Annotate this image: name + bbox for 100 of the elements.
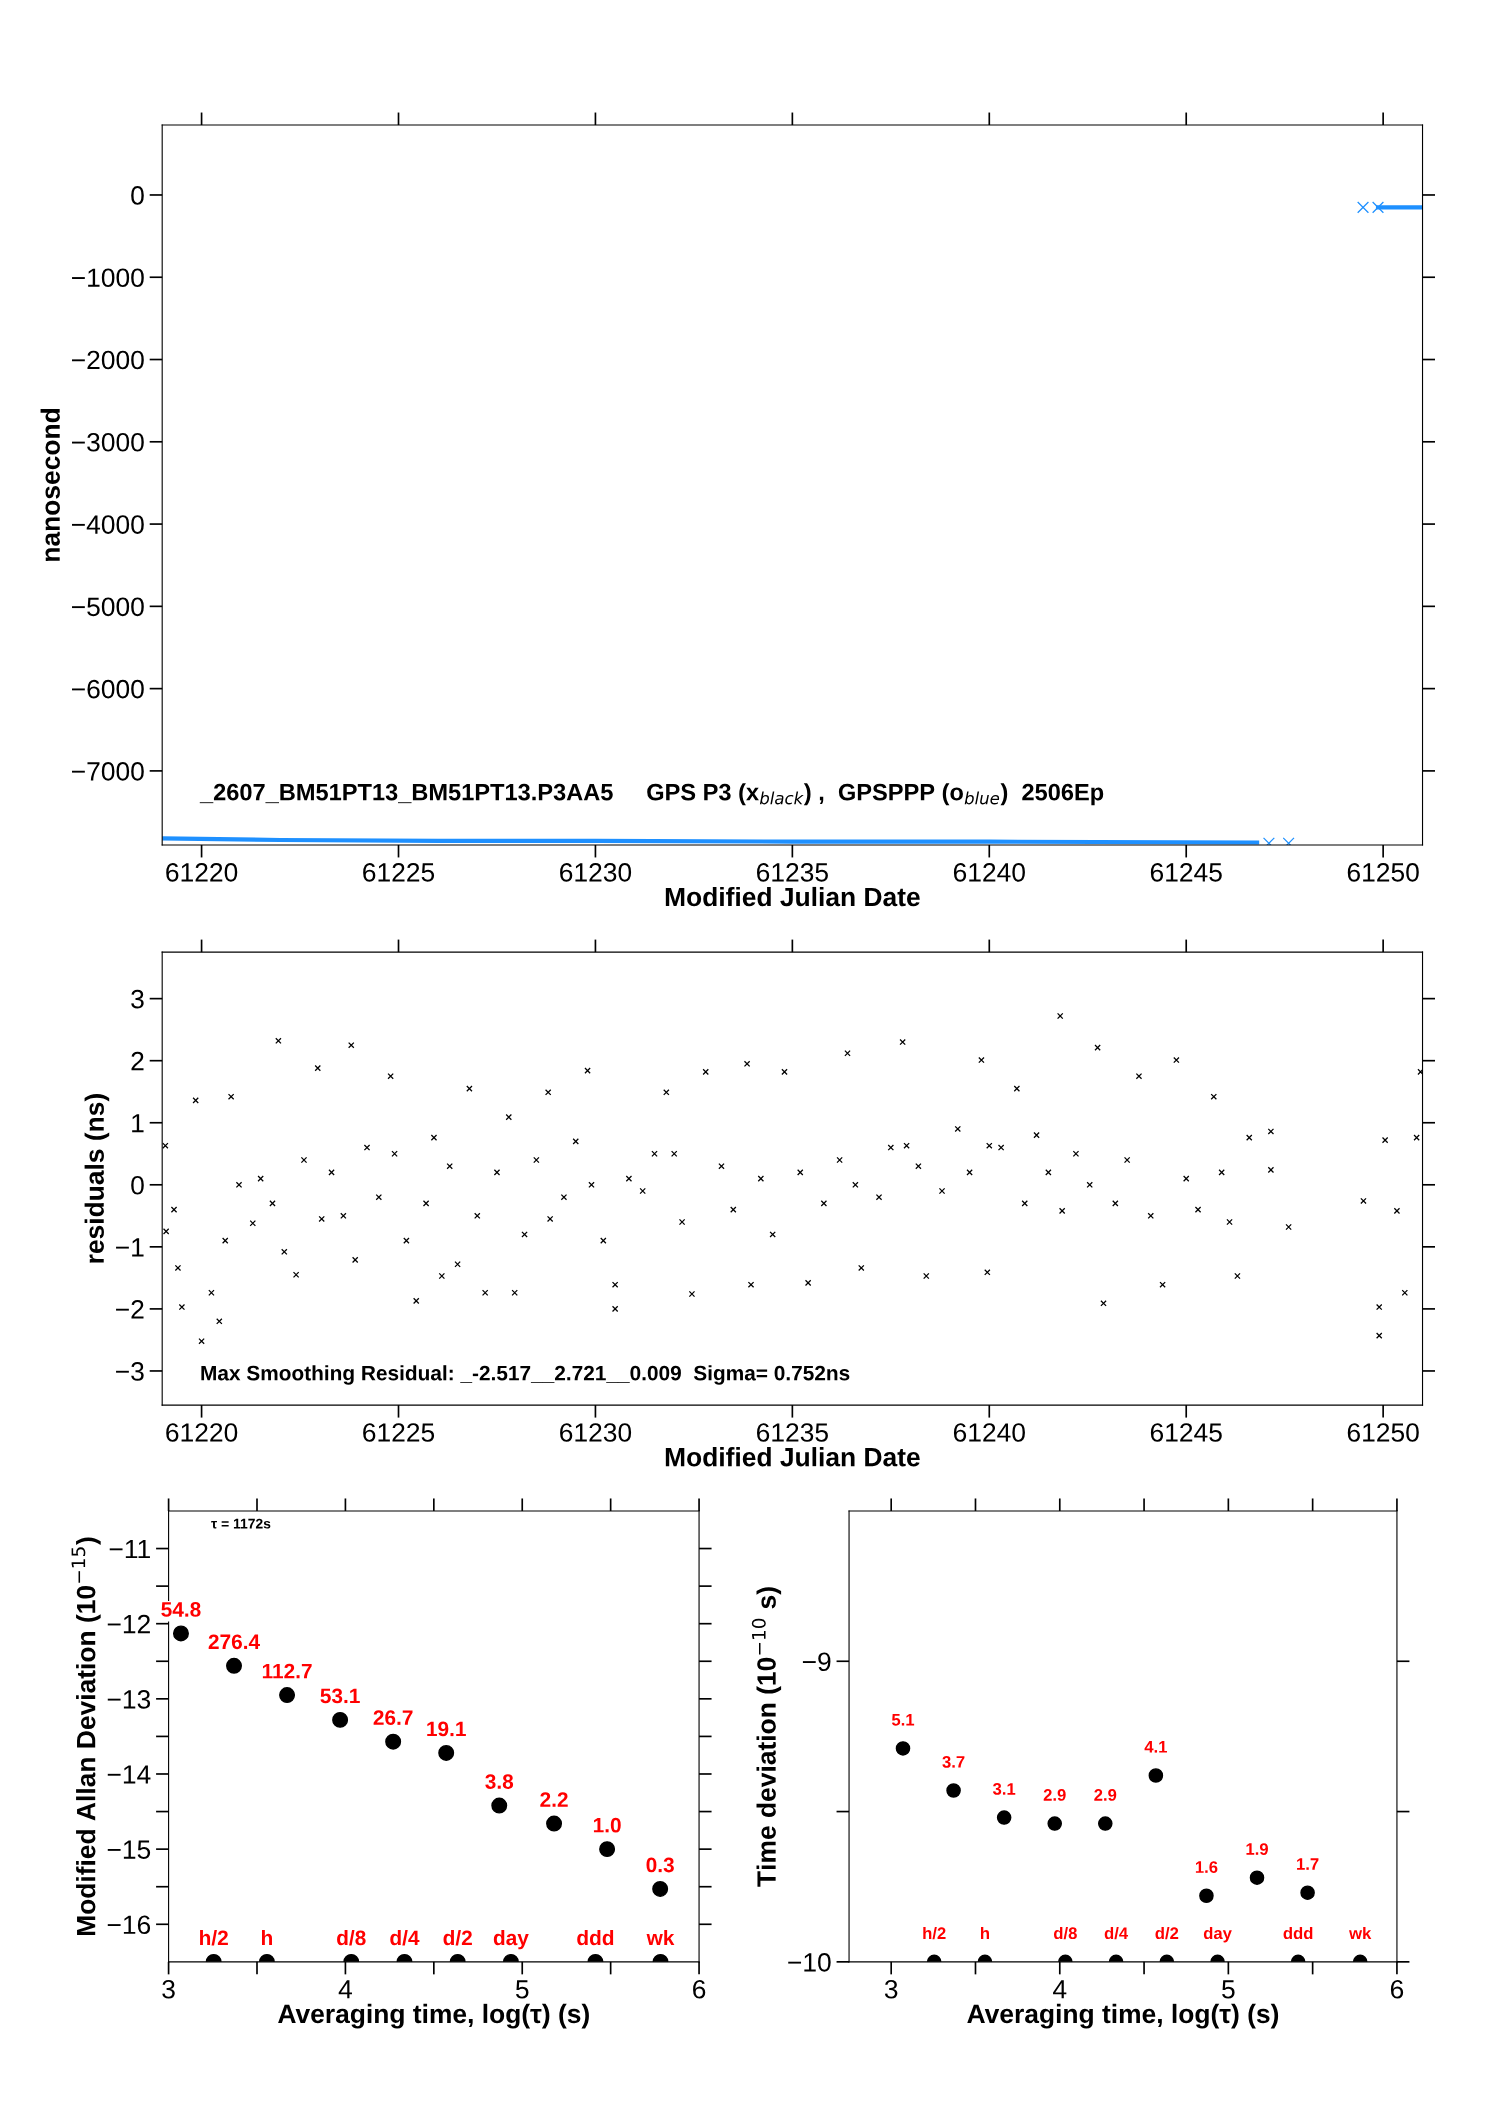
annotation: day xyxy=(493,1929,529,1950)
y-tick-label: −1 xyxy=(116,1238,144,1257)
annotation: 3.7 xyxy=(942,1755,965,1768)
y-tick-label: 3 xyxy=(131,989,144,1009)
x-tick-label: 5 xyxy=(515,1980,529,1999)
annotation: wk xyxy=(1349,1926,1372,1939)
annotation: Max Smoothing Residual: _-2.517__2.721__0.009 Sigma= 0.752ns xyxy=(201,1365,850,1385)
y-tick-label: −15 xyxy=(107,1840,151,1859)
x-axis-title: Averaging time, log(τ) (s) xyxy=(278,2003,589,2029)
annotation: h xyxy=(981,1926,989,1939)
y-tick-label: −7000 xyxy=(72,762,144,781)
point xyxy=(226,1657,242,1674)
x-tick-label: 61245 xyxy=(1150,1423,1222,1442)
x-tick-label: 61230 xyxy=(560,1423,632,1442)
annotation: day xyxy=(1203,1926,1232,1943)
x-tick-label: 61250 xyxy=(1347,1423,1419,1442)
x-axis-title: Averaging time, log(τ) (s) xyxy=(967,2003,1279,2029)
annotation: 2.9 xyxy=(1043,1789,1066,1801)
annotation: 2.9 xyxy=(1094,1789,1117,1801)
y-tick-label: −13 xyxy=(107,1689,151,1709)
y-tick-label: −2 xyxy=(116,1300,144,1319)
x-tick-label: 6 xyxy=(693,1979,706,1999)
x-axis-title: Modified Julian Date xyxy=(665,886,920,907)
point xyxy=(491,1797,508,1814)
point xyxy=(385,1733,402,1750)
annotation: 1.9 xyxy=(1246,1843,1268,1855)
y-tick-label: −5000 xyxy=(72,597,144,617)
annotation: ddd xyxy=(577,1929,614,1946)
y-tick-label: −10 xyxy=(788,1952,831,1972)
x-tick-label: 3 xyxy=(884,1979,898,1999)
x-tick-label: 61250 xyxy=(1347,863,1419,882)
point xyxy=(946,1783,961,1798)
x-tick-label: 5 xyxy=(1222,1980,1235,1999)
x-tick-label: 61240 xyxy=(953,863,1025,882)
y-tick-label: −12 xyxy=(107,1614,150,1634)
annotation: _2607_BM51PT13_BM51PT13.P3AA5 GPS P3 (x$_{black}$) , GPSPPP (o$_{blue}$) 2506Ep xyxy=(199,783,1104,806)
annotation: 3.1 xyxy=(992,1783,1016,1795)
annotation: 2.2 xyxy=(540,1792,568,1807)
point xyxy=(172,1625,189,1642)
y-tick-label: −9 xyxy=(802,1652,831,1672)
annotation: 1.6 xyxy=(1195,1861,1218,1873)
x-tick-label: 61225 xyxy=(363,1423,435,1442)
point xyxy=(996,1810,1012,1825)
y-tick-label: −4000 xyxy=(72,515,144,534)
y-tick-label: −11 xyxy=(109,1539,150,1559)
annotation: d/4 xyxy=(390,1929,420,1946)
point xyxy=(279,1687,296,1704)
y-tick-label: −14 xyxy=(107,1765,151,1784)
y-tick-label: 1 xyxy=(132,1114,144,1133)
annotation: 112.7 xyxy=(262,1663,312,1679)
annotation: h/2 xyxy=(923,1926,946,1940)
x-axis-title: Modified Julian Date xyxy=(665,1447,920,1467)
point xyxy=(1249,1870,1265,1885)
annotation: 3.8 xyxy=(485,1774,514,1789)
y-tick-label: −6000 xyxy=(72,679,144,699)
y-tick-label: 2 xyxy=(131,1051,144,1071)
annotation: d/2 xyxy=(443,1929,472,1946)
y-tick-label: −3000 xyxy=(72,432,144,452)
annotation: d/8 xyxy=(1053,1926,1077,1940)
point xyxy=(1098,1816,1113,1831)
x-tick-label: 61245 xyxy=(1150,863,1222,882)
annotation: ddd xyxy=(1283,1926,1313,1940)
annotation: 5.1 xyxy=(891,1714,915,1726)
annotation: wk xyxy=(646,1929,675,1946)
annotation: 0.3 xyxy=(646,1857,674,1873)
annotation: d/8 xyxy=(337,1929,366,1946)
annotation: τ = 1172s xyxy=(211,1518,271,1529)
point xyxy=(895,1741,911,1756)
annotation: 1.7 xyxy=(1297,1858,1319,1870)
y-axis-title: Time deviation (10$^{−10}$ s) xyxy=(751,1587,782,1887)
y-tick-label: −2000 xyxy=(72,350,144,370)
annotation: h/2 xyxy=(200,1929,228,1946)
annotation: 19.1 xyxy=(427,1721,466,1737)
y-axis-title: nanosecond xyxy=(40,409,60,561)
point xyxy=(1047,1816,1063,1831)
point xyxy=(332,1711,349,1728)
annotation: 53.1 xyxy=(320,1688,360,1704)
x-tick-label: 61235 xyxy=(757,863,828,882)
point xyxy=(438,1744,455,1761)
x-tick-label: 61235 xyxy=(757,1423,828,1442)
x-tick-label: 3 xyxy=(162,1979,175,1999)
y-axis-title: Modified Allan Deviation (10$^{−15}$) xyxy=(71,1537,101,1936)
y-axis-title: residuals (ns) xyxy=(84,1094,110,1263)
y-tick-label: 0 xyxy=(131,186,144,205)
annotation: d/2 xyxy=(1155,1926,1179,1940)
x-tick-label: 61220 xyxy=(166,1423,238,1442)
x-tick-label: 4 xyxy=(338,1980,352,1999)
y-tick-label: 0 xyxy=(131,1175,144,1195)
x-tick-label: 4 xyxy=(1053,1980,1067,1999)
annotation: 26.7 xyxy=(373,1710,413,1726)
y-tick-label: −1000 xyxy=(72,268,144,288)
point xyxy=(546,1815,563,1832)
x-tick-label: 61220 xyxy=(166,863,238,882)
annotation: 54.8 xyxy=(161,1602,201,1617)
y-tick-label: −3 xyxy=(116,1362,144,1381)
annotation: 4.1 xyxy=(1144,1741,1167,1753)
x-tick-label: 61230 xyxy=(560,863,632,882)
annotation: 1.0 xyxy=(593,1817,621,1833)
x-tick-label: 6 xyxy=(1390,1979,1404,1999)
annotation: 276.4 xyxy=(208,1634,260,1650)
